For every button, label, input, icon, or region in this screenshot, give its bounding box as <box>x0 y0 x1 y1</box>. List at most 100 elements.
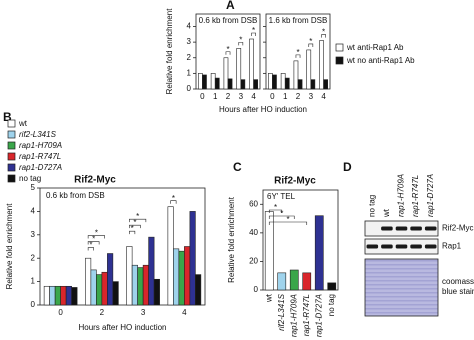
bar <box>236 48 242 90</box>
x-tick-label: 1 <box>213 92 218 101</box>
significance-bracket <box>268 215 295 219</box>
y-tick-label: 3 <box>31 230 36 239</box>
subplot-title: 1.6 kb from DSB <box>269 16 328 25</box>
legend-label: rap1-R747L <box>19 152 61 161</box>
significance-bracket <box>321 34 326 38</box>
significance-star: * <box>89 241 92 250</box>
significance-bracket <box>129 218 147 223</box>
x-tick-label: 2 <box>226 92 231 101</box>
lane-label: wt <box>382 208 391 218</box>
bar <box>253 79 258 90</box>
blot-band <box>410 244 422 249</box>
legend-swatch <box>335 56 344 65</box>
blot-band <box>366 244 379 249</box>
significance-star: * <box>226 45 229 54</box>
y-tick-label: 60 <box>249 199 258 208</box>
lane-label: rap1-H709A <box>397 174 406 217</box>
y-tick-label: 0 <box>31 300 36 309</box>
chart-title: Rif2-Myc <box>274 176 316 187</box>
y-tick-label: 4 <box>31 207 36 216</box>
significance-bracket <box>295 54 301 58</box>
bar <box>173 248 180 306</box>
legend-label: wt anti-Rap1 Ab <box>346 43 404 52</box>
x-tick-label: 2 <box>296 92 301 101</box>
bar <box>148 236 155 306</box>
legend-swatch <box>7 152 16 161</box>
y-tick-label: 1 <box>187 68 192 77</box>
significance-bracket <box>87 235 105 239</box>
lane-label: no tag <box>367 195 376 217</box>
significance-bracket <box>238 42 244 46</box>
y-tick-label: 0 <box>254 285 259 294</box>
legend-label: rap1-H709A <box>19 141 62 150</box>
bar <box>85 257 92 306</box>
x-tick-label: 4 <box>251 92 256 101</box>
bar <box>249 38 254 90</box>
bar <box>184 246 191 306</box>
chart-title: Rif2-Myc <box>74 175 116 186</box>
significance-bracket <box>87 247 94 251</box>
significance-bracket <box>170 200 177 204</box>
bar <box>101 271 108 306</box>
significance-star: * <box>95 229 98 238</box>
y-tick-label: 3 <box>187 37 192 46</box>
significance-bracket <box>268 221 308 225</box>
stain-label: coomassie <box>442 277 474 286</box>
bar <box>302 272 312 291</box>
bar <box>227 78 233 90</box>
significance-star: * <box>252 26 255 35</box>
bar <box>137 267 144 306</box>
bar <box>107 253 114 306</box>
blot-band <box>424 226 437 231</box>
y-axis-label: Relative fold enrichment <box>227 196 236 283</box>
plot-frame <box>39 187 206 306</box>
bar <box>178 250 185 306</box>
y-tick-label: 4 <box>187 22 192 31</box>
band-label: Rif2-Myc <box>442 224 474 233</box>
y-axis-label: Relative fold enrichment <box>5 203 14 290</box>
plot-frame <box>262 189 339 291</box>
bar <box>289 269 299 291</box>
x-tick-label: 3 <box>309 92 314 101</box>
x-tick-label: 4 <box>321 92 326 101</box>
significance-star: * <box>136 212 139 221</box>
significance-bracket <box>308 43 314 47</box>
bar <box>142 264 149 306</box>
legend-swatch <box>7 141 16 150</box>
bar <box>319 40 324 90</box>
legend-swatch <box>7 163 16 172</box>
bar <box>90 269 97 306</box>
legend-swatch <box>7 130 16 139</box>
significance-star: * <box>280 209 283 218</box>
bar <box>65 285 72 306</box>
y-tick-label: 5 <box>31 183 36 192</box>
bar <box>314 215 324 291</box>
bar <box>189 211 196 306</box>
x-tick-label: rif2-L341S <box>277 293 286 331</box>
y-tick-label: 40 <box>249 228 258 237</box>
bar <box>153 278 160 306</box>
bar <box>71 287 78 306</box>
legend-label: wt no anti-Rap1 Ab <box>346 56 415 65</box>
x-tick-label: no tag <box>327 294 336 316</box>
y-tick-label: 2 <box>31 253 36 262</box>
bar <box>297 79 303 90</box>
y-tick-label: 2 <box>187 53 192 62</box>
significance-star: * <box>322 28 325 37</box>
stain-label: blue staining <box>442 287 474 296</box>
significance-bracket <box>87 241 100 245</box>
bar <box>96 274 103 306</box>
x-axis-label: Hours after HO induction <box>78 323 166 332</box>
x-tick-label: 3 <box>239 92 244 101</box>
x-tick-label: 3 <box>141 308 146 317</box>
x-axis-label: Hours after HO induction <box>219 105 307 114</box>
bar <box>167 206 174 306</box>
bar <box>293 60 299 90</box>
x-tick-label: 0 <box>200 92 205 101</box>
significance-bracket <box>251 32 256 36</box>
bar <box>277 272 287 291</box>
panel-label: B <box>3 110 12 124</box>
x-tick-label: 0 <box>270 92 275 101</box>
legend-swatch <box>7 174 16 183</box>
legend-swatch <box>7 119 16 128</box>
